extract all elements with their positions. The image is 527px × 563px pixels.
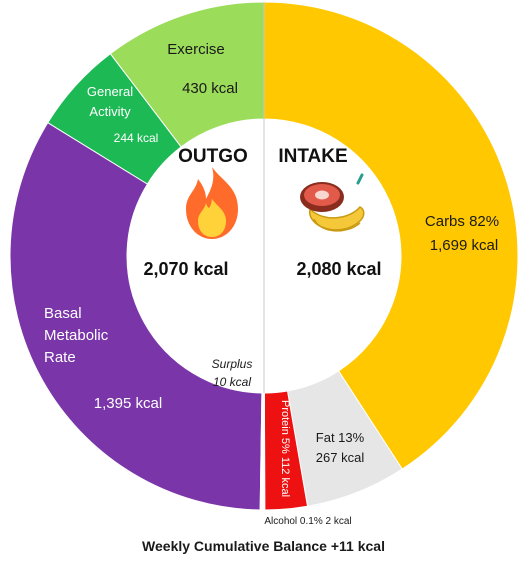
value-surplus: 10 kcal (213, 375, 251, 389)
label-exercise: Exercise (167, 41, 225, 58)
label-carbs: Carbs 82% (425, 213, 499, 230)
value-basal-metabolic-rate: 1,395 kcal (94, 395, 162, 412)
balance-caption: Weekly Cumulative Balance +11 kcal (142, 538, 385, 554)
outgo-total: 2,070 kcal (143, 259, 228, 279)
intake-segment-carbs (263, 1, 519, 470)
label-basal-metabolic-rate: Basal (44, 305, 82, 322)
label-protein: Protein 5% 112 kcal (279, 400, 291, 497)
label-basal-metabolic-rate: Metabolic (44, 327, 109, 344)
value-general-activity: 244 kcal (114, 131, 159, 145)
food-icon (300, 173, 365, 232)
intake-heading: INTAKE (278, 146, 347, 167)
intake-total: 2,080 kcal (296, 259, 381, 279)
value-carbs: 1,699 kcal (430, 237, 498, 254)
label-surplus: Surplus (212, 357, 253, 371)
outgo-heading: OUTGO (178, 146, 248, 167)
outgo-segment-general-activity (47, 53, 182, 185)
value-fat: 267 kcal (316, 450, 365, 465)
value-exercise: 430 kcal (182, 80, 238, 97)
label-fat: Fat 13% (316, 430, 365, 445)
label-general-activity: Activity (89, 104, 131, 119)
outgo-segment-basal-metabolic-rate (9, 122, 263, 511)
label-general-activity: General (87, 84, 133, 99)
donut-svg: Basal Metabolic Rate 1,395 kcal General Activ… (9, 1, 519, 527)
label-basal-metabolic-rate: Rate (44, 349, 76, 366)
fire-icon (186, 167, 238, 239)
label-alcohol: Alcohol 0.1% 2 kcal (264, 516, 351, 527)
